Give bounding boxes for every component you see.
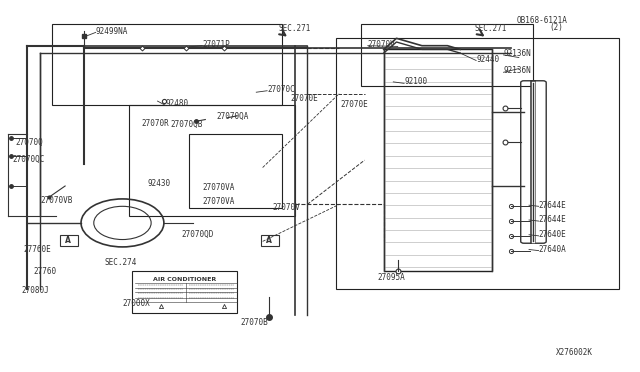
Text: OB168-6121A: OB168-6121A bbox=[516, 16, 567, 25]
Text: 27070QC: 27070QC bbox=[13, 155, 45, 164]
Text: AIR CONDITIONER: AIR CONDITIONER bbox=[154, 276, 216, 282]
Bar bbox=[132, 271, 237, 313]
Text: 27070V: 27070V bbox=[272, 203, 300, 212]
Text: 27095A: 27095A bbox=[378, 273, 405, 282]
Text: 27640E: 27640E bbox=[539, 230, 566, 239]
Text: 27070V: 27070V bbox=[368, 41, 396, 49]
Text: 27070R: 27070R bbox=[141, 119, 170, 128]
Bar bbox=[129, 105, 294, 215]
Text: 27071P: 27071P bbox=[202, 41, 230, 49]
Text: X276002K: X276002K bbox=[556, 349, 593, 357]
Text: A: A bbox=[266, 236, 272, 245]
Text: 27644E: 27644E bbox=[539, 215, 566, 224]
Text: 92480: 92480 bbox=[166, 99, 189, 108]
Text: 92100: 92100 bbox=[404, 77, 428, 86]
Text: 27070Q: 27070Q bbox=[15, 138, 43, 147]
Text: SEC.271: SEC.271 bbox=[474, 24, 507, 33]
Text: 27070QA: 27070QA bbox=[216, 112, 248, 121]
Text: 27640A: 27640A bbox=[539, 245, 566, 254]
Text: 27070QD: 27070QD bbox=[181, 230, 214, 239]
Text: 27000X: 27000X bbox=[122, 299, 150, 308]
Bar bbox=[260, 235, 278, 246]
Text: 27070QB: 27070QB bbox=[170, 119, 203, 128]
Text: 92136N: 92136N bbox=[504, 49, 531, 58]
Text: 27760E: 27760E bbox=[24, 245, 51, 254]
Bar bbox=[336, 38, 620, 289]
Text: 27070E: 27070E bbox=[290, 94, 318, 103]
Text: SEC.271: SEC.271 bbox=[278, 24, 311, 33]
Text: 92136N: 92136N bbox=[504, 66, 531, 75]
Text: 27070VB: 27070VB bbox=[41, 196, 73, 205]
Text: 92440: 92440 bbox=[476, 55, 499, 64]
Text: 27070C: 27070C bbox=[267, 85, 295, 94]
Text: SEC.274: SEC.274 bbox=[104, 258, 137, 267]
Text: 27070B: 27070B bbox=[241, 318, 268, 327]
Text: 27070E: 27070E bbox=[340, 100, 368, 109]
Text: 92499NA: 92499NA bbox=[96, 27, 128, 36]
Text: 92430: 92430 bbox=[148, 179, 171, 187]
Text: 27070VA: 27070VA bbox=[202, 197, 234, 206]
Bar bbox=[189, 134, 282, 208]
Text: 27080J: 27080J bbox=[22, 286, 49, 295]
Bar bbox=[60, 235, 78, 246]
Text: 27644E: 27644E bbox=[539, 201, 566, 210]
Bar bbox=[384, 49, 492, 271]
Text: 27070VA: 27070VA bbox=[202, 183, 234, 192]
Text: (2): (2) bbox=[549, 23, 563, 32]
Text: 27760: 27760 bbox=[33, 267, 56, 276]
Text: A: A bbox=[65, 236, 71, 245]
Bar bbox=[362, 23, 534, 86]
Bar bbox=[52, 23, 282, 105]
